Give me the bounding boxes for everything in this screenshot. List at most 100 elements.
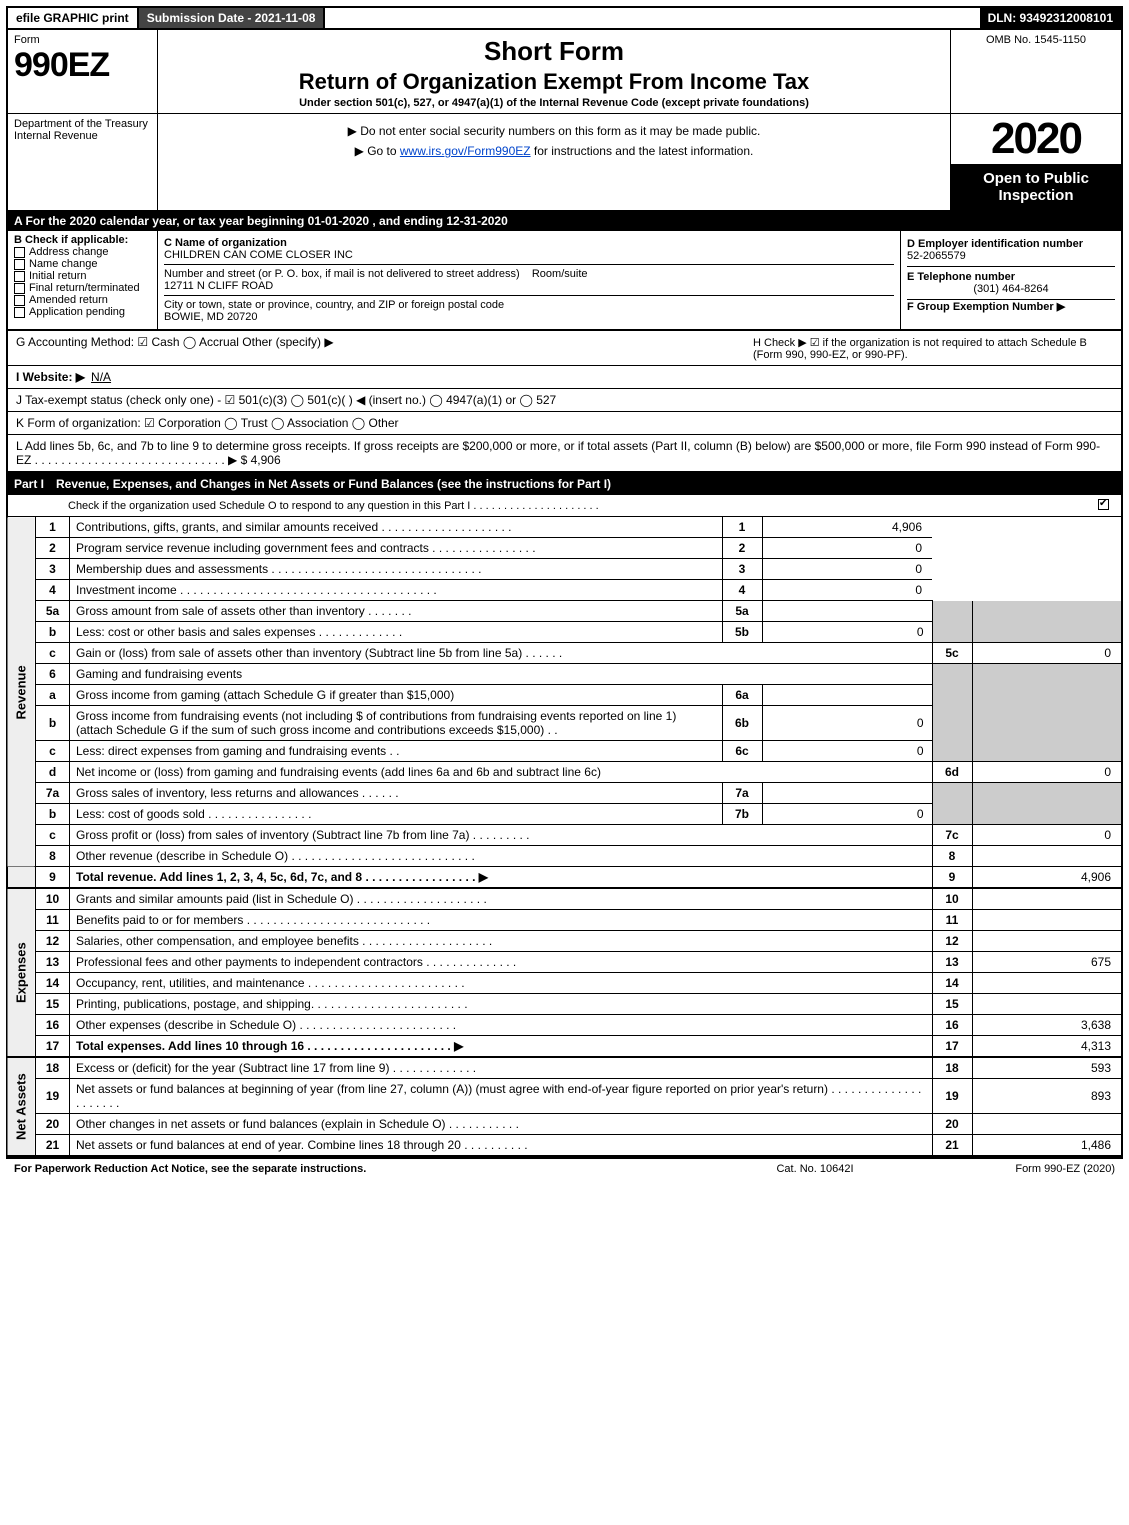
side-rev-end bbox=[7, 867, 36, 889]
line-14-num: 14 bbox=[36, 973, 70, 994]
line-19-val: 893 bbox=[972, 1079, 1122, 1114]
line-5c-box: 5c bbox=[932, 643, 972, 664]
line-3-num: 3 bbox=[36, 559, 70, 580]
line-1-num: 1 bbox=[36, 517, 70, 538]
dept-line1: Department of the Treasury bbox=[14, 118, 148, 130]
part-i-checkbox[interactable] bbox=[1098, 499, 1109, 510]
line-12-num: 12 bbox=[36, 931, 70, 952]
tax-period-bar: A For the 2020 calendar year, or tax yea… bbox=[6, 211, 1123, 231]
line-17-box: 17 bbox=[932, 1036, 972, 1058]
line-6abc-shade-val bbox=[972, 664, 1122, 762]
line-12-desc: Salaries, other compensation, and employ… bbox=[70, 931, 933, 952]
line-7c: cGross profit or (loss) from sales of in… bbox=[7, 825, 1122, 846]
line-19-desc: Net assets or fund balances at beginning… bbox=[70, 1079, 933, 1114]
org-city-label: City or town, state or province, country… bbox=[164, 299, 504, 311]
instructions-cell: ▶ Do not enter social security numbers o… bbox=[158, 114, 951, 211]
tel-value: (301) 464-8264 bbox=[907, 283, 1115, 295]
chk-address-change[interactable]: Address change bbox=[14, 246, 151, 258]
line-21-desc: Net assets or fund balances at end of ye… bbox=[70, 1135, 933, 1157]
side-net-assets: Net Assets bbox=[7, 1057, 36, 1156]
chk-application-pending[interactable]: Application pending bbox=[14, 306, 151, 318]
line-4-desc: Investment income . . . . . . . . . . . … bbox=[70, 580, 723, 601]
line-17-num: 17 bbox=[36, 1036, 70, 1058]
line-5a-cell: Gross amount from sale of assets other t… bbox=[70, 601, 723, 622]
part-i-checkline: Check if the organization used Schedule … bbox=[6, 495, 1123, 517]
line-6a-inbox: 6a bbox=[722, 685, 762, 706]
row-j-tax-exempt: J Tax-exempt status (check only one) - ☑… bbox=[6, 389, 1123, 412]
line-9-val: 4,906 bbox=[972, 867, 1122, 889]
line-5b-desc: Less: cost or other basis and sales expe… bbox=[70, 622, 723, 643]
line-17: 17 Total expenses. Add lines 10 through 1… bbox=[7, 1036, 1122, 1058]
line-11-num: 11 bbox=[36, 910, 70, 931]
line-9: 9Total revenue. Add lines 1, 2, 3, 4, 5c… bbox=[7, 867, 1122, 889]
line-14-val bbox=[972, 973, 1122, 994]
open-to-public: Open to Public Inspection bbox=[951, 164, 1121, 210]
entity-info-grid: B Check if applicable: Address change Na… bbox=[6, 231, 1123, 331]
line-6-desc: Gaming and fundraising events bbox=[70, 664, 933, 685]
side-revenue: Revenue bbox=[7, 517, 36, 867]
line-15-num: 15 bbox=[36, 994, 70, 1015]
line-7b-desc: Less: cost of goods sold . . . . . . . .… bbox=[70, 804, 723, 825]
under-section-text: Under section 501(c), 527, or 4947(a)(1)… bbox=[164, 97, 944, 109]
line-19-num: 19 bbox=[36, 1079, 70, 1114]
line-5a-num: 5a bbox=[36, 601, 70, 622]
line-6abc-shade bbox=[932, 664, 972, 762]
line-16-val: 3,638 bbox=[972, 1015, 1122, 1036]
omb-number: OMB No. 1545-1150 bbox=[951, 30, 1121, 114]
line-18-num: 18 bbox=[36, 1057, 70, 1079]
line-15-box: 15 bbox=[932, 994, 972, 1015]
line-21-num: 21 bbox=[36, 1135, 70, 1157]
line-5c-val: 0 bbox=[972, 643, 1122, 664]
chk-amended-return[interactable]: Amended return bbox=[14, 294, 151, 306]
line-18-box: 18 bbox=[932, 1057, 972, 1079]
do-not-enter-ssn: ▶ Do not enter social security numbers o… bbox=[164, 124, 944, 138]
line-5b-num: b bbox=[36, 622, 70, 643]
line-6d-box: 6d bbox=[932, 762, 972, 783]
tel-block: E Telephone number (301) 464-8264 bbox=[907, 267, 1115, 300]
goto-post: for instructions and the latest informat… bbox=[534, 144, 753, 158]
line-12: 12Salaries, other compensation, and empl… bbox=[7, 931, 1122, 952]
line-8-desc: Other revenue (describe in Schedule O) .… bbox=[70, 846, 933, 867]
line-18-desc: Excess or (deficit) for the year (Subtra… bbox=[70, 1057, 933, 1079]
lines-table: Revenue 1 Contributions, gifts, grants, … bbox=[6, 517, 1123, 1157]
line-9-desc: Total revenue. Add lines 1, 2, 3, 4, 5c,… bbox=[70, 867, 933, 889]
chk-initial-return[interactable]: Initial return bbox=[14, 270, 151, 282]
line-4: 4Investment income . . . . . . . . . . .… bbox=[7, 580, 1122, 601]
tax-year: 2020 bbox=[951, 114, 1121, 164]
line-14-desc: Occupancy, rent, utilities, and maintena… bbox=[70, 973, 933, 994]
line-2-val: 0 bbox=[762, 538, 932, 559]
line-17-desc-text: Total expenses. Add lines 10 through 16 … bbox=[76, 1039, 463, 1053]
chk-final-return[interactable]: Final return/terminated bbox=[14, 282, 151, 294]
chk-name-change-label: Name change bbox=[29, 258, 98, 270]
form-990ez: 990EZ bbox=[14, 46, 151, 85]
line-16-box: 16 bbox=[932, 1015, 972, 1036]
line-8-box: 8 bbox=[932, 846, 972, 867]
side-expenses: Expenses bbox=[7, 888, 36, 1057]
line-2-desc: Program service revenue including govern… bbox=[70, 538, 723, 559]
part-i-check-text: Check if the organization used Schedule … bbox=[68, 500, 1098, 512]
line-10-desc: Grants and similar amounts paid (list in… bbox=[70, 888, 933, 910]
row-k-form-of-org: K Form of organization: ☑ Corporation ◯ … bbox=[6, 412, 1123, 435]
chk-name-change[interactable]: Name change bbox=[14, 258, 151, 270]
short-form-title: Short Form bbox=[164, 36, 944, 67]
line-7a-desc: Gross sales of inventory, less returns a… bbox=[70, 783, 723, 804]
group-exemption-label: F Group Exemption Number ▶ bbox=[907, 301, 1065, 313]
line-3-val: 0 bbox=[762, 559, 932, 580]
line-7a-inbox: 7a bbox=[722, 783, 762, 804]
line-7c-box: 7c bbox=[932, 825, 972, 846]
line-10-box: 10 bbox=[932, 888, 972, 910]
line-7c-num: c bbox=[36, 825, 70, 846]
efile-print-label[interactable]: efile GRAPHIC print bbox=[8, 8, 139, 28]
irs-link[interactable]: www.irs.gov/Form990EZ bbox=[400, 144, 531, 158]
line-8: 8Other revenue (describe in Schedule O) … bbox=[7, 846, 1122, 867]
line-1-box: 1 bbox=[722, 517, 762, 538]
line-5a-desc: Gross amount from sale of assets other t… bbox=[76, 604, 411, 618]
footer-paperwork: For Paperwork Reduction Act Notice, see … bbox=[14, 1163, 715, 1175]
org-city-block: City or town, state or province, country… bbox=[164, 296, 894, 326]
return-title: Return of Organization Exempt From Incom… bbox=[164, 69, 944, 95]
form-word: Form bbox=[14, 34, 151, 46]
line-18: Net Assets 18Excess or (deficit) for the… bbox=[7, 1057, 1122, 1079]
line-3: 3Membership dues and assessments . . . .… bbox=[7, 559, 1122, 580]
chk-amended-return-label: Amended return bbox=[29, 294, 108, 306]
line-6b-inval: 0 bbox=[762, 706, 932, 741]
